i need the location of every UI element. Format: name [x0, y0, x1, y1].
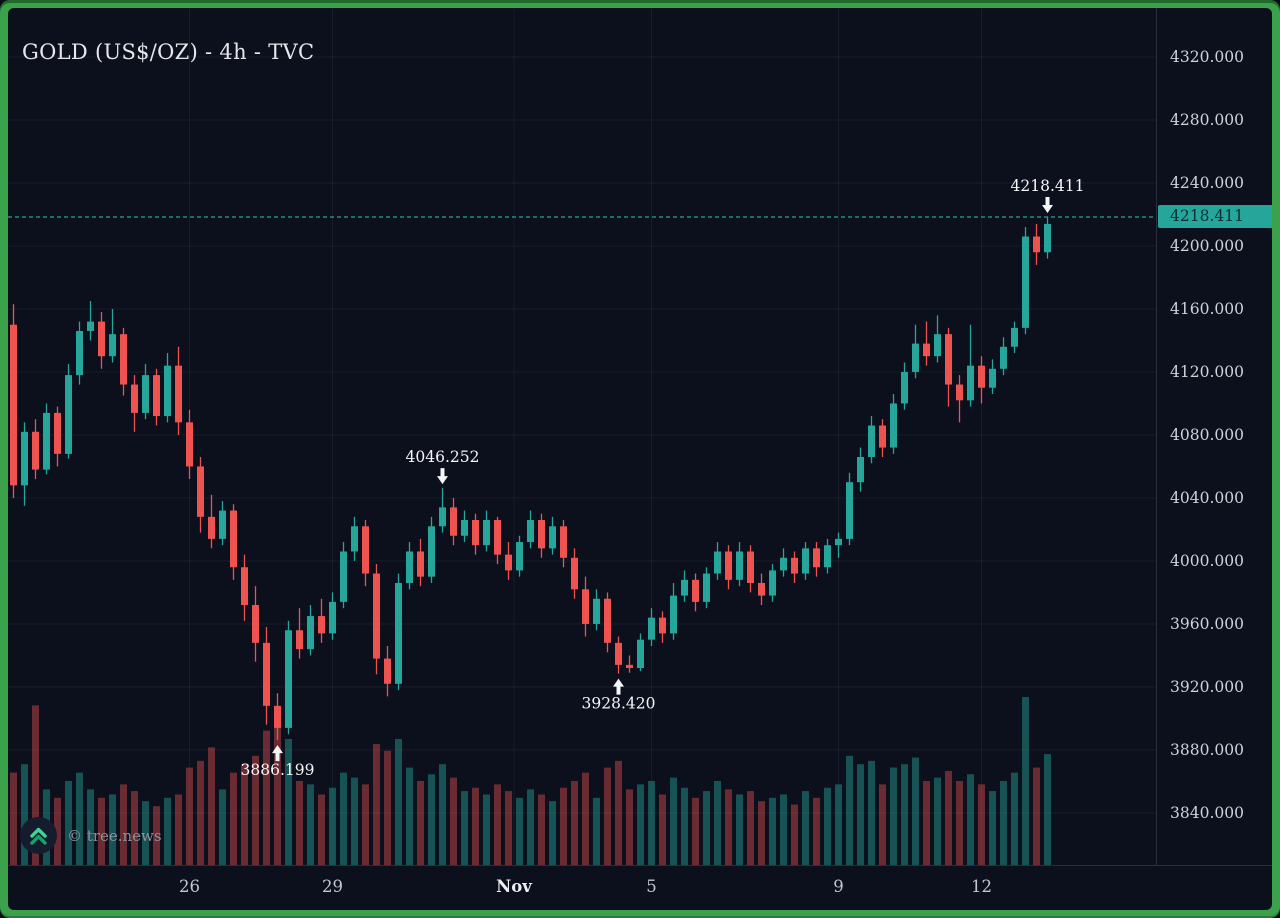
price-axis-label: 4280.000 — [1170, 110, 1244, 129]
time-axis-label: Nov — [496, 877, 532, 896]
price-axis-label: 4040.000 — [1170, 488, 1244, 507]
annotation-label: 4218.411 — [1011, 177, 1085, 195]
price-axis-label: 4000.000 — [1170, 551, 1244, 570]
price-axis-label: 3920.000 — [1170, 677, 1244, 696]
time-axis-label: 26 — [179, 877, 200, 896]
volume-series — [10, 697, 1051, 865]
price-axis-label: 4240.000 — [1170, 173, 1244, 192]
price-axis-label: 3840.000 — [1170, 803, 1244, 822]
price-axis-label: 4320.000 — [1170, 47, 1244, 66]
price-axis-label: 4120.000 — [1170, 362, 1244, 381]
candlestick-series — [10, 216, 1051, 741]
chart-canvas[interactable]: 4218.411 4046.252 3928.420 3886.199 — [8, 8, 1157, 866]
price-axis-label: 4200.000 — [1170, 236, 1244, 255]
watermark: © tree.news — [20, 817, 162, 854]
time-axis-label: 12 — [971, 877, 992, 896]
price-axis[interactable]: 4218.411 4320.000 4280.000 4240.000 4200.00… — [1156, 8, 1272, 866]
annotation-label: 3886.199 — [241, 761, 315, 779]
double-chevron-up-icon — [30, 827, 47, 845]
annotations: 4218.411 4046.252 3928.420 3886.199 — [241, 177, 1085, 779]
time-axis-label: 29 — [322, 877, 343, 896]
time-axis-label: 5 — [646, 877, 657, 896]
grid — [8, 8, 1157, 866]
annotation-arrow-icon — [272, 745, 283, 762]
annotation-arrow-icon — [1042, 196, 1053, 213]
annotation-arrow-icon — [613, 678, 624, 695]
annotation-arrow-icon — [437, 468, 448, 485]
annotation-label: 4046.252 — [406, 448, 480, 466]
price-axis-label: 3960.000 — [1170, 614, 1244, 633]
annotation-label: 3928.420 — [582, 695, 656, 713]
price-axis-label: 4080.000 — [1170, 425, 1244, 444]
time-axis[interactable]: 26 29 Nov 5 9 12 — [8, 865, 1272, 910]
price-axis-label: 4160.000 — [1170, 299, 1244, 318]
chart-title: GOLD (US$/OZ) - 4h - TVC — [22, 40, 315, 64]
chart-window: 4218.411 4046.252 3928.420 3886.199 GOLD (U… — [8, 8, 1272, 910]
price-axis-label: 3880.000 — [1170, 740, 1244, 759]
copyright-text: © tree.news — [67, 826, 162, 845]
last-price-badge: 4218.411 — [1158, 205, 1272, 229]
time-axis-label: 9 — [833, 877, 844, 896]
tree-news-logo[interactable] — [20, 817, 57, 854]
